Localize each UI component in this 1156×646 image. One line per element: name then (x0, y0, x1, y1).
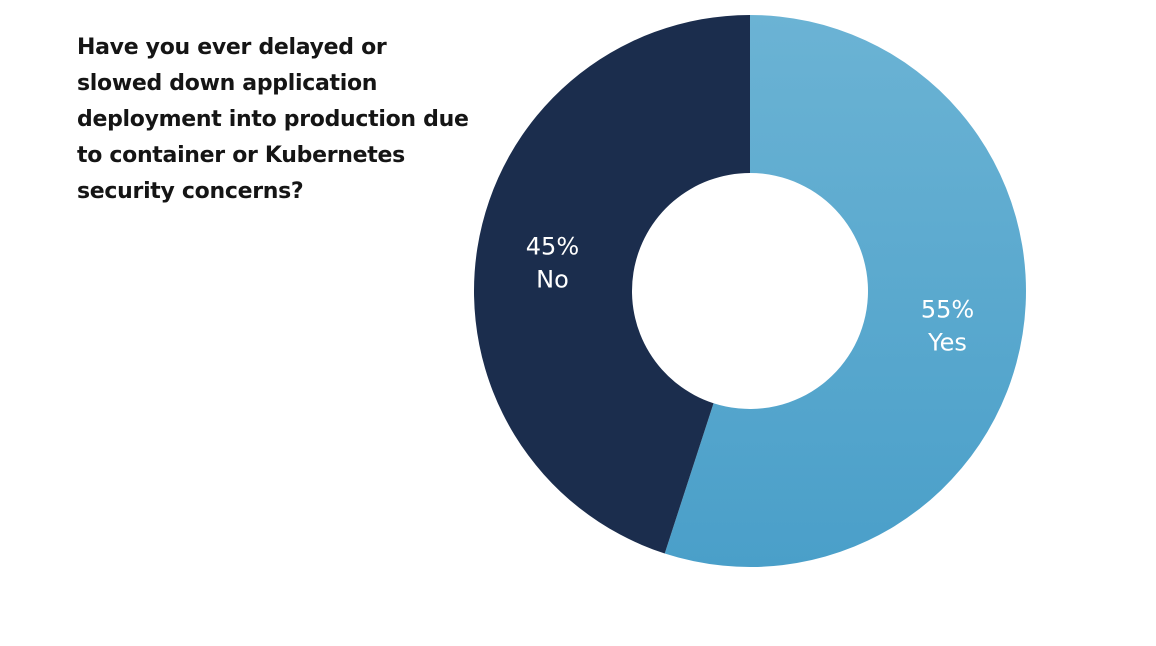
slice-category-label: Yes (927, 328, 967, 356)
slice-category-label: No (536, 266, 569, 294)
slice-value-label: 45% (526, 233, 579, 261)
slice-value-label: 55% (921, 295, 974, 323)
